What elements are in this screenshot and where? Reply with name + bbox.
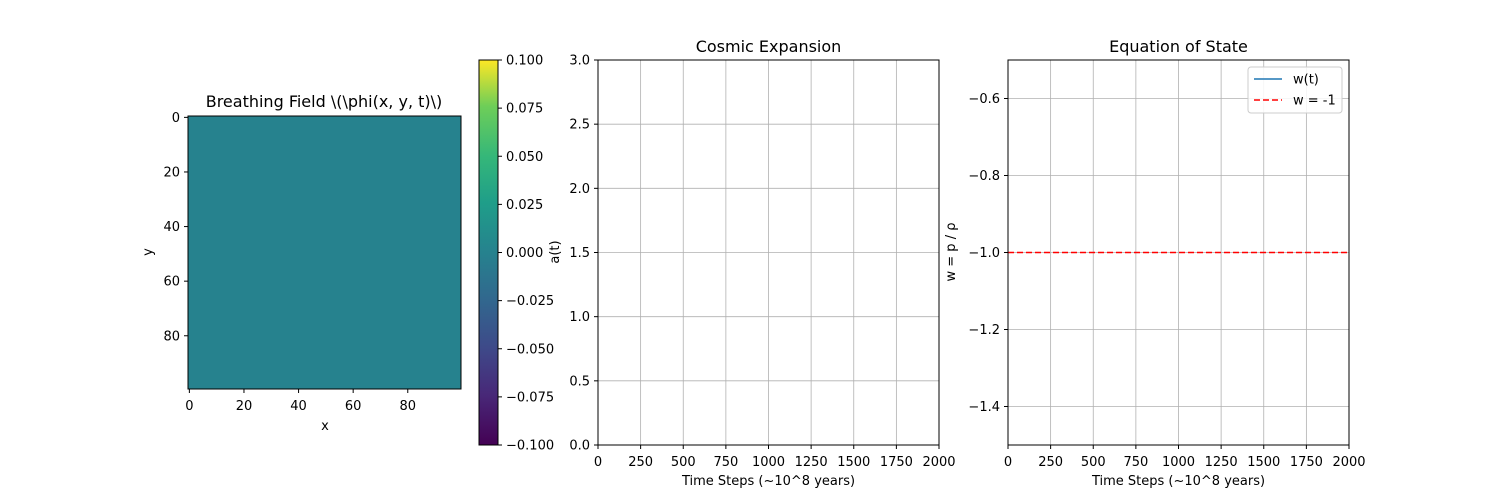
eos-xtick-label: 1750: [1290, 455, 1323, 470]
colorbar-tick-label: −0.050: [506, 342, 554, 357]
heatmap-title: Breathing Field \(\phi(x, y, t)\): [206, 92, 443, 111]
expansion-ytick-label: 0.5: [569, 374, 590, 389]
eos-ytick-label: −0.6: [968, 92, 1000, 107]
colorbar-tick-label: 0.025: [506, 198, 543, 213]
expansion-ytick-label: 3.0: [569, 54, 590, 69]
colorbar-tick-label: 0.050: [506, 150, 543, 165]
heatmap-xtick-label: 40: [290, 399, 307, 414]
eos-xtick-label: 1000: [1162, 455, 1195, 470]
expansion-xtick-label: 500: [671, 455, 696, 470]
colorbar-tick-label: −0.025: [506, 294, 554, 309]
eos-title: Equation of State: [1109, 37, 1248, 56]
eos-xtick-label: 500: [1081, 455, 1106, 470]
eos-ytick-label: −1.4: [968, 400, 1000, 415]
heatmap-xlabel: x: [321, 419, 329, 434]
heatmap-frame: [187, 115, 462, 390]
heatmap-panel: Breathing Field \(\phi(x, y, t)\) 0 20 40 6…: [141, 92, 462, 434]
eos-ticks: 0 250 500 750 1000 1250 1500 1750 2000 −0.6 −0.8 −1…: [968, 92, 1365, 470]
expansion-title: Cosmic Expansion: [696, 37, 842, 56]
expansion-ytick-label: 1.0: [569, 310, 590, 325]
eos-ytick-label: −1.2: [968, 323, 1000, 338]
eos-panel: Equation of State 0 250 500 750 1000 1250 1500…: [944, 37, 1366, 489]
expansion-ytick-label: 2.5: [569, 118, 590, 133]
eos-xtick-label: 250: [1038, 455, 1063, 470]
eos-xtick-label: 1500: [1247, 455, 1280, 470]
colorbar-gradient: [479, 60, 498, 445]
heatmap-ytick-label: 20: [163, 165, 180, 180]
colorbar-tick-label: 0.000: [506, 246, 543, 261]
eos-ylabel: w = p / ρ: [944, 223, 959, 282]
expansion-grid: [597, 59, 940, 446]
heatmap-xtick-label: 80: [399, 399, 416, 414]
colorbar-tick-label: −0.100: [506, 439, 554, 454]
colorbar-tick-label: −0.075: [506, 390, 554, 405]
expansion-xtick-label: 750: [713, 455, 738, 470]
eos-xlabel: Time Steps (~10^8 years): [1091, 474, 1265, 489]
heatmap-ticks: 0 20 40 60 80 0 20 40 60 80: [163, 111, 416, 414]
expansion-xtick-label: 1000: [752, 455, 785, 470]
expansion-xtick-label: 1750: [880, 455, 913, 470]
colorbar-ticks: −0.100 −0.075 −0.050 −0.025 0.000 0.025 0.050 0…: [498, 54, 554, 454]
expansion-xtick-label: 1500: [837, 455, 870, 470]
eos-xtick-label: 1250: [1205, 455, 1238, 470]
eos-legend: w(t) w = -1: [1247, 66, 1343, 114]
expansion-xtick-label: 250: [628, 455, 653, 470]
expansion-ytick-label: 2.0: [569, 182, 590, 197]
eos-ytick-label: −0.8: [968, 169, 1000, 184]
expansion-xtick-label: 0: [594, 455, 602, 470]
heatmap-ytick-label: 0: [172, 111, 180, 126]
heatmap-xtick-label: 20: [236, 399, 253, 414]
heatmap-xtick-label: 60: [345, 399, 362, 414]
expansion-xtick-label: 2000: [922, 455, 955, 470]
eos-xtick-label: 750: [1123, 455, 1148, 470]
eos-ytick-label: −1.0: [968, 246, 1000, 261]
eos-xtick-label: 0: [1004, 455, 1012, 470]
expansion-panel: Cosmic Expansion 0 250 500 750 1000 1250 1500 1…: [548, 37, 956, 489]
colorbar-tick-label: 0.075: [506, 102, 543, 117]
heatmap-field: [188, 116, 461, 389]
legend-label-wminus1: w = -1: [1293, 94, 1336, 109]
heatmap-ytick-label: 80: [163, 329, 180, 344]
colorbar: −0.100 −0.075 −0.050 −0.025 0.000 0.025 0.050 0…: [478, 54, 554, 454]
expansion-ytick-label: 0.0: [569, 439, 590, 454]
heatmap-ytick-label: 40: [163, 220, 180, 235]
colorbar-tick-label: 0.100: [506, 54, 543, 69]
eos-xtick-label: 2000: [1332, 455, 1365, 470]
expansion-xtick-label: 1250: [795, 455, 828, 470]
expansion-ticks: 0 250 500 750 1000 1250 1500 1750 2000 0.0 0.5 1.0 1…: [569, 54, 955, 471]
expansion-ytick-label: 1.5: [569, 246, 590, 261]
legend-label-wt: w(t): [1293, 73, 1319, 88]
expansion-xlabel: Time Steps (~10^8 years): [681, 474, 855, 489]
heatmap-ylabel: y: [141, 248, 156, 256]
heatmap-xtick-label: 0: [185, 399, 193, 414]
expansion-ylabel: a(t): [548, 240, 563, 263]
heatmap-ytick-label: 60: [163, 275, 180, 290]
